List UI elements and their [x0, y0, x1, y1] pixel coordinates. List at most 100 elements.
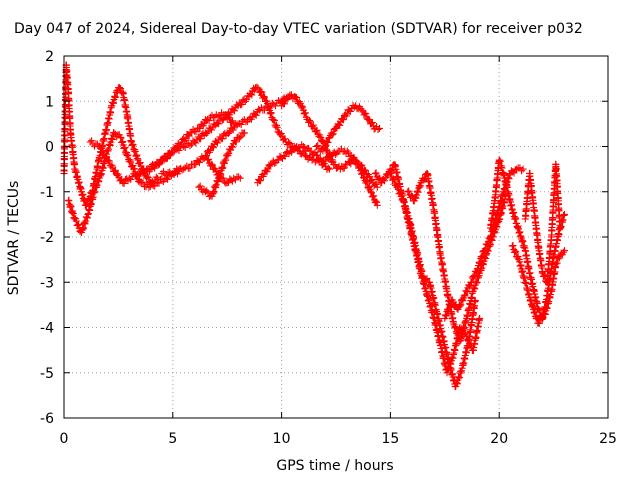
x-tick-label: 25 — [599, 431, 617, 447]
data-point — [332, 124, 340, 132]
data-point — [329, 130, 337, 138]
data-point — [139, 179, 147, 187]
data-point — [127, 176, 135, 183]
data-point — [144, 174, 152, 181]
data-point — [105, 145, 113, 153]
data-point — [314, 141, 322, 149]
data-point — [388, 166, 396, 174]
data-point — [373, 198, 381, 206]
data-point — [237, 133, 245, 141]
data-point — [351, 156, 359, 164]
data-point — [463, 288, 471, 296]
data-point — [479, 261, 487, 269]
data-point — [512, 248, 520, 256]
data-point — [105, 157, 113, 165]
data-point — [226, 128, 234, 136]
data-point — [556, 224, 564, 232]
data-point — [155, 179, 163, 187]
data-point — [284, 93, 292, 101]
data-point — [372, 197, 380, 205]
data-point — [392, 180, 400, 188]
data-point — [163, 154, 171, 161]
data-point — [326, 151, 334, 159]
data-point — [514, 252, 522, 260]
data-point — [103, 153, 111, 161]
data-point — [186, 129, 194, 137]
data-point — [484, 241, 492, 249]
data-point — [210, 188, 218, 196]
data-point — [271, 102, 279, 110]
data-point — [336, 121, 344, 129]
data-point — [181, 144, 189, 151]
data-point — [286, 91, 294, 99]
data-point — [293, 94, 300, 101]
chart-title: Day 047 of 2024, Sidereal Day-to-day VTE… — [14, 21, 583, 37]
data-point — [79, 225, 87, 233]
data-point — [252, 111, 260, 119]
data-point — [389, 175, 397, 183]
data-point — [218, 116, 226, 124]
data-point — [129, 162, 137, 170]
data-point — [161, 170, 169, 178]
data-point — [530, 309, 538, 317]
data-point — [120, 180, 128, 187]
data-point — [519, 165, 527, 173]
data-point — [166, 168, 174, 176]
data-point — [309, 121, 317, 129]
data-point — [318, 157, 326, 165]
data-point — [75, 220, 82, 228]
data-point — [292, 143, 300, 151]
data-point — [205, 117, 213, 125]
data-point — [116, 84, 123, 92]
data-point — [328, 131, 336, 139]
data-point — [214, 139, 221, 147]
data-point — [299, 103, 307, 111]
data-point — [455, 374, 463, 382]
data-point — [138, 178, 146, 186]
data-point — [466, 281, 474, 289]
data-point — [186, 164, 194, 172]
data-point — [127, 158, 135, 166]
data-point — [358, 161, 366, 169]
y-tick-label: -1 — [40, 185, 54, 201]
data-point — [120, 145, 128, 152]
data-point — [269, 115, 277, 123]
data-point — [208, 161, 216, 169]
data-point — [224, 129, 232, 137]
data-point — [110, 129, 118, 137]
data-point — [362, 110, 370, 118]
data-point — [535, 319, 543, 327]
data-point — [281, 152, 289, 160]
data-point — [360, 174, 368, 182]
data-point — [316, 154, 324, 162]
data-point — [482, 251, 490, 259]
data-point — [121, 144, 129, 152]
data-point — [324, 164, 332, 172]
data-point — [561, 247, 568, 255]
data-point — [469, 272, 477, 280]
data-point — [248, 91, 256, 99]
data-point — [375, 174, 383, 182]
data-point — [205, 155, 212, 163]
data-point — [473, 268, 481, 276]
data-point — [445, 305, 453, 313]
data-point — [175, 147, 183, 154]
data-point — [313, 126, 321, 134]
data-point — [370, 192, 378, 200]
data-point — [270, 117, 278, 125]
data-point — [476, 314, 484, 322]
data-point — [162, 154, 169, 162]
grid-layer — [64, 56, 608, 418]
data-point — [114, 170, 122, 178]
data-point — [107, 134, 115, 142]
data-point — [260, 92, 268, 100]
data-point — [362, 167, 369, 175]
data-point — [320, 158, 327, 166]
data-point — [181, 136, 189, 144]
data-point — [324, 138, 332, 146]
data-layer — [60, 61, 568, 391]
data-point — [91, 188, 99, 196]
data-point — [69, 210, 77, 218]
x-tick-label: 15 — [381, 431, 399, 447]
x-tick-label: 0 — [60, 431, 69, 447]
